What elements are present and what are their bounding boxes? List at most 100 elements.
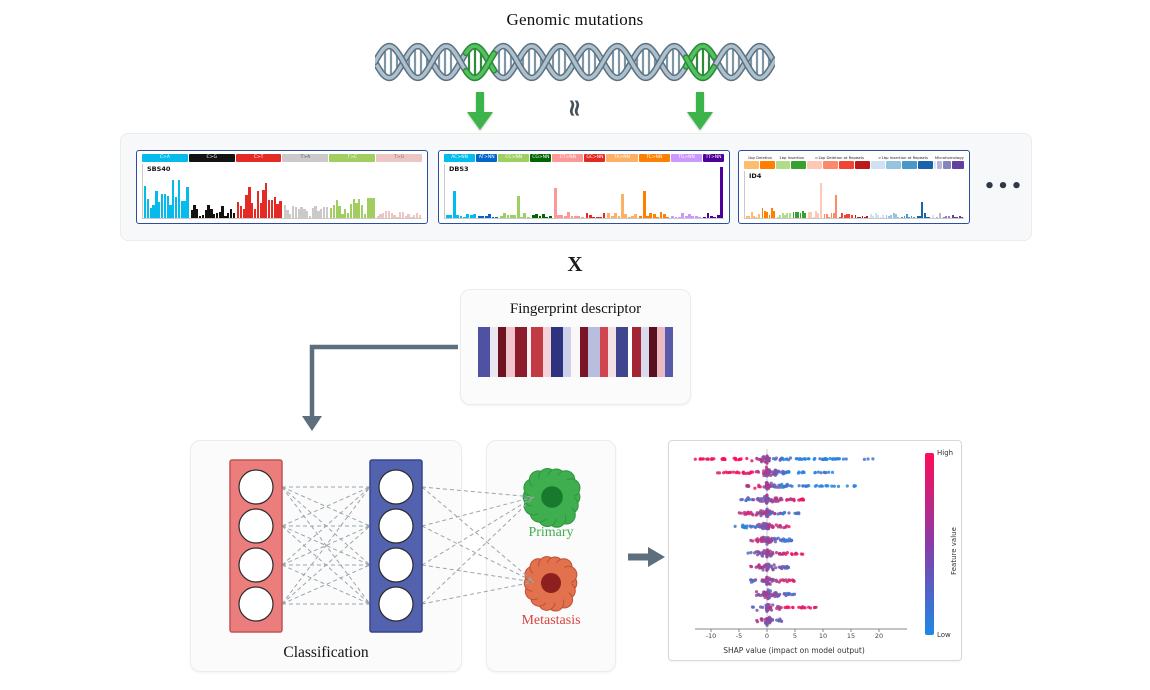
signature-category-segment: AT>NN bbox=[476, 154, 498, 162]
shap-dot bbox=[760, 593, 764, 597]
signature-bar bbox=[545, 216, 549, 218]
signature-bar bbox=[786, 212, 789, 218]
signature-category-bars bbox=[446, 164, 476, 218]
shap-dot bbox=[776, 536, 780, 540]
shap-dot bbox=[862, 457, 866, 461]
signature-bar-plot: DBS3 bbox=[444, 164, 724, 219]
shap-dot bbox=[787, 458, 791, 462]
signature-bar bbox=[382, 212, 385, 218]
shap-dot bbox=[801, 552, 805, 556]
cells-illustration bbox=[522, 468, 581, 612]
shap-dot bbox=[765, 554, 769, 558]
shap-dot bbox=[771, 550, 775, 555]
signature-bar bbox=[488, 214, 492, 218]
signature-bar bbox=[283, 205, 286, 218]
shap-dot bbox=[781, 469, 785, 473]
shap-dot bbox=[763, 536, 767, 540]
signature-bar bbox=[828, 216, 831, 218]
signature-bar bbox=[921, 201, 924, 218]
shap-dot bbox=[769, 523, 774, 528]
signature-bar bbox=[506, 215, 510, 218]
signature-bar bbox=[958, 215, 961, 218]
signature-category-bars bbox=[808, 171, 822, 218]
signature-bar bbox=[916, 215, 919, 218]
signature-bar bbox=[614, 212, 618, 218]
fingerprint-stripe bbox=[530, 327, 543, 377]
signature-bar bbox=[346, 213, 350, 218]
signature-bar bbox=[928, 217, 931, 218]
shap-dot bbox=[774, 523, 778, 527]
shap-dot bbox=[756, 550, 760, 554]
shap-dot bbox=[750, 459, 754, 463]
outputs-card: Primary Metastasis bbox=[486, 440, 616, 672]
signature-bar bbox=[874, 213, 877, 218]
x-tick-label: 10 bbox=[818, 632, 828, 640]
shap-dot bbox=[762, 551, 766, 555]
shap-dot bbox=[799, 498, 803, 502]
fingerprint-stripe bbox=[543, 327, 552, 377]
signature-bar bbox=[172, 180, 175, 218]
shap-dot bbox=[797, 511, 801, 515]
shap-dot bbox=[764, 465, 768, 469]
shap-dot bbox=[765, 605, 769, 609]
signature-bar bbox=[895, 213, 897, 218]
shap-dot bbox=[793, 552, 797, 556]
signature-bar bbox=[808, 211, 810, 218]
signature-bar bbox=[662, 213, 666, 218]
shap-dot bbox=[780, 485, 784, 489]
signature-bar bbox=[932, 214, 935, 218]
signature-category-bars bbox=[870, 171, 884, 218]
signature-category-segment: C>G bbox=[188, 154, 235, 162]
shap-dot bbox=[773, 511, 777, 516]
shap-dot bbox=[784, 593, 788, 597]
shap-dot bbox=[813, 606, 817, 610]
signature-name-label: SBS40 bbox=[147, 165, 171, 173]
signature-bar bbox=[866, 216, 869, 218]
shap-dot bbox=[745, 526, 749, 530]
signature-bar bbox=[659, 212, 663, 218]
signature-bar bbox=[538, 215, 542, 218]
signature-bar bbox=[366, 198, 369, 218]
signature-category-bars bbox=[499, 164, 530, 218]
signature-category-bars bbox=[901, 171, 915, 218]
shap-dot bbox=[825, 484, 829, 488]
shap-dot bbox=[765, 499, 769, 503]
shap-dot bbox=[712, 457, 716, 461]
signature-bar bbox=[183, 201, 186, 218]
signature-name-label: DBS3 bbox=[449, 165, 469, 173]
signature-bar bbox=[585, 213, 589, 218]
signature-bar bbox=[936, 216, 939, 218]
signature-bar bbox=[314, 205, 317, 218]
shap-dot bbox=[827, 470, 831, 474]
signature-bar bbox=[766, 211, 769, 218]
signature-bar bbox=[418, 215, 421, 218]
shap-dot bbox=[771, 603, 775, 607]
signature-category-bars bbox=[951, 171, 963, 218]
signature-category-bars bbox=[761, 171, 776, 218]
shap-dot bbox=[806, 457, 810, 461]
signature-bar bbox=[839, 217, 841, 218]
signature-category-segment bbox=[759, 161, 775, 169]
signature-category-segment: C>T bbox=[235, 154, 282, 162]
signature-bar bbox=[335, 200, 338, 218]
signature-category-bars bbox=[885, 171, 900, 218]
signature-bar bbox=[610, 216, 614, 218]
signature-bar bbox=[152, 204, 155, 218]
signature-bar bbox=[270, 200, 274, 218]
signature-bar bbox=[856, 217, 859, 218]
signature-bar bbox=[830, 212, 833, 218]
shap-dot bbox=[792, 592, 797, 596]
shap-dot bbox=[841, 457, 845, 461]
shap-dot bbox=[765, 474, 769, 478]
shap-dot bbox=[716, 471, 720, 475]
signature-bar bbox=[567, 212, 570, 218]
shap-dot bbox=[772, 578, 776, 582]
signature-bar bbox=[703, 216, 707, 218]
shap-dot bbox=[766, 551, 770, 555]
shap-dot bbox=[836, 484, 841, 488]
signature-bar bbox=[557, 215, 560, 218]
signature-bar bbox=[227, 213, 230, 218]
shap-dot bbox=[774, 566, 778, 570]
signature-bar bbox=[887, 215, 890, 218]
shap-dot bbox=[789, 484, 793, 488]
